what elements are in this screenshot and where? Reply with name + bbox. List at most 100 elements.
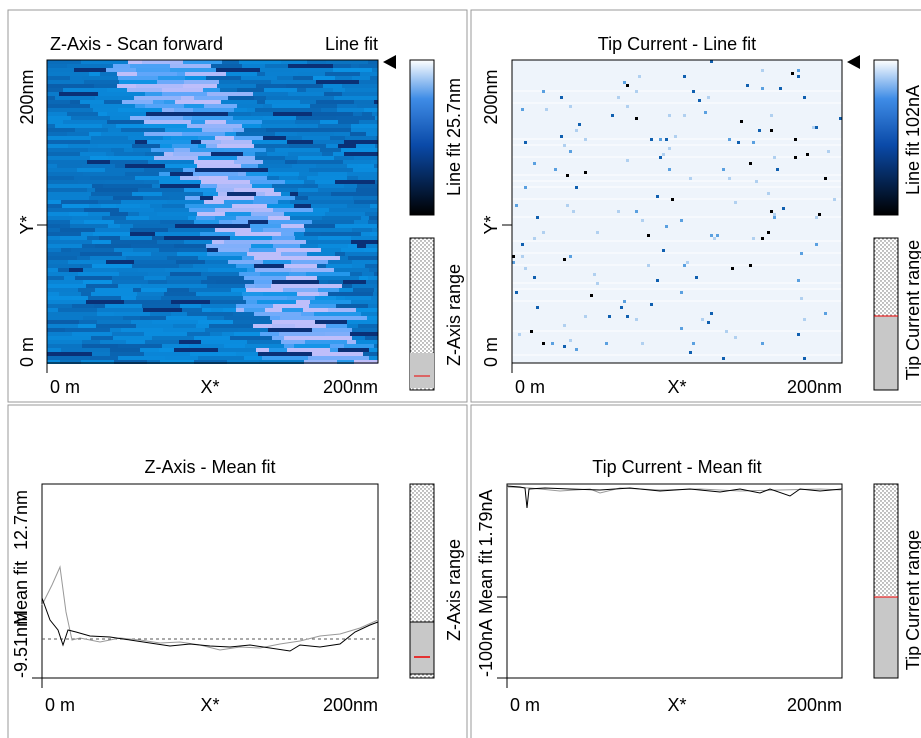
pixel	[160, 220, 194, 224]
pixel	[284, 212, 325, 216]
pixel	[97, 320, 131, 324]
pixel	[330, 136, 345, 140]
pixel	[512, 288, 842, 290]
pixel	[304, 180, 315, 184]
pixel	[89, 196, 113, 200]
pixel	[47, 192, 91, 196]
pixel	[563, 324, 566, 327]
pixel	[236, 264, 254, 268]
y-label: 200nm	[481, 69, 501, 124]
pixel	[533, 237, 536, 240]
pixel	[257, 100, 265, 104]
pixel	[152, 320, 198, 324]
pixel	[362, 272, 374, 276]
pixel	[369, 216, 378, 220]
pixel	[254, 208, 273, 212]
pixel	[208, 268, 247, 272]
pixel	[206, 76, 229, 80]
pixel	[635, 318, 638, 321]
pixel	[47, 284, 86, 288]
pixel	[47, 96, 55, 100]
pixel	[290, 96, 334, 100]
pixel	[162, 192, 203, 196]
pixel	[307, 60, 326, 64]
pixel	[524, 267, 527, 270]
pixel	[92, 184, 103, 188]
x-label: 0 m	[50, 377, 80, 397]
pixel	[143, 124, 187, 128]
pixel	[165, 128, 202, 132]
pixel	[207, 252, 247, 256]
pixel	[304, 284, 342, 288]
pixel	[247, 108, 255, 112]
pixel	[198, 144, 206, 148]
pixel	[309, 304, 336, 308]
pixel	[297, 124, 318, 128]
pixel	[136, 296, 161, 300]
pixel	[125, 172, 159, 176]
pixel	[287, 352, 312, 356]
pixel	[166, 276, 207, 280]
pixel	[298, 108, 321, 112]
pixel	[320, 120, 338, 124]
pixel	[749, 162, 752, 165]
pixel	[295, 196, 308, 200]
pixel	[47, 244, 82, 248]
pixel	[114, 312, 150, 316]
pixel	[318, 172, 347, 176]
pixel	[315, 180, 335, 184]
pixel	[47, 72, 89, 76]
pixel	[254, 264, 284, 268]
pixel	[47, 180, 78, 184]
pixel	[92, 352, 110, 356]
pixel	[80, 252, 122, 256]
pixel	[82, 340, 100, 344]
pixel	[800, 252, 803, 255]
pixel	[191, 120, 205, 124]
pixel	[174, 348, 218, 352]
pixel	[55, 96, 95, 100]
pixel	[237, 104, 263, 108]
pixel	[78, 180, 105, 184]
pixel	[136, 84, 183, 88]
pixel	[297, 132, 334, 136]
pixel	[551, 342, 554, 345]
pixel	[353, 288, 374, 292]
pixel	[65, 328, 110, 332]
pixel	[674, 135, 677, 138]
pixel	[343, 356, 369, 360]
pixel	[167, 256, 198, 260]
pixel	[194, 96, 228, 100]
pixel	[189, 208, 215, 212]
pixel	[319, 280, 328, 284]
pixel	[689, 351, 692, 354]
pixel	[140, 316, 166, 320]
pixel	[133, 248, 159, 252]
pixel	[270, 316, 280, 320]
pixel	[83, 316, 123, 320]
pixel	[244, 308, 265, 312]
pixel	[280, 316, 320, 320]
pixel	[329, 208, 376, 212]
marker[interactable]	[847, 55, 860, 69]
marker[interactable]	[383, 55, 396, 69]
pixel	[307, 176, 347, 180]
pixel	[354, 200, 377, 204]
pixel	[761, 87, 764, 90]
pixel	[254, 196, 295, 200]
pixel	[348, 256, 378, 260]
pixel	[365, 212, 378, 216]
pixel	[162, 108, 174, 112]
x-label: 200nm	[323, 695, 378, 715]
pixel	[242, 64, 265, 68]
pixel	[650, 138, 653, 141]
pixel	[797, 333, 800, 336]
pixel	[289, 272, 306, 276]
pixel	[515, 291, 518, 294]
pixel	[165, 164, 197, 168]
pixel	[150, 312, 171, 316]
pixel	[95, 244, 131, 248]
pixel	[122, 100, 153, 104]
pixel	[243, 296, 287, 300]
pixel	[521, 243, 524, 246]
